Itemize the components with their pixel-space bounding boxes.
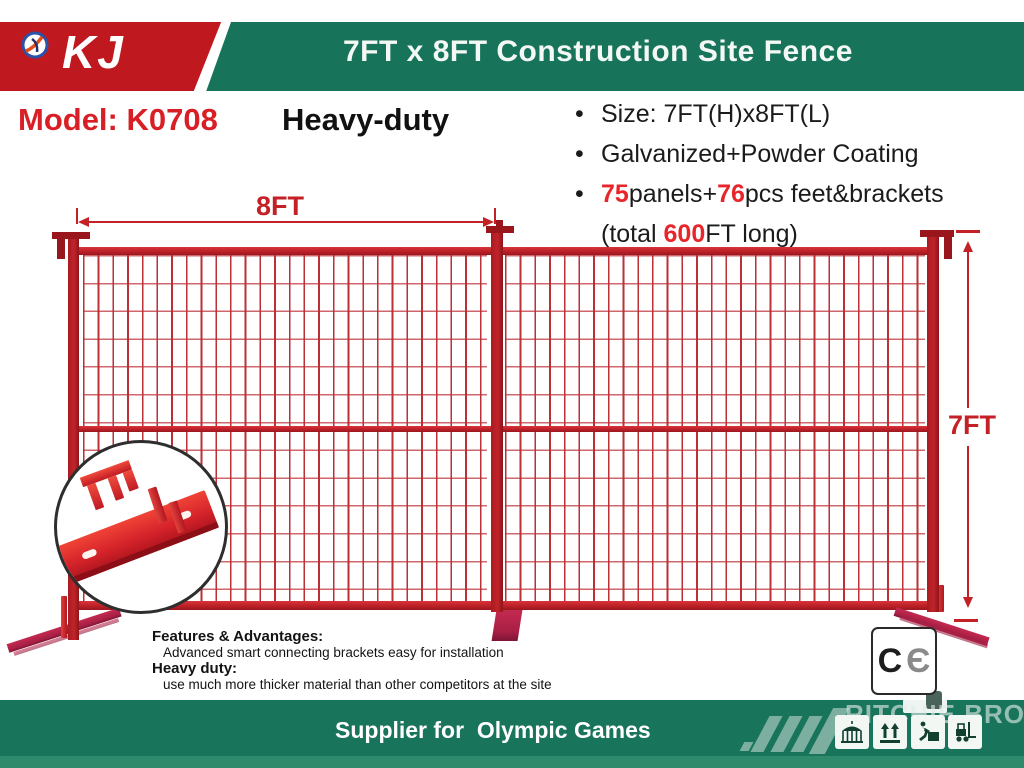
keep-upright-icon	[873, 715, 907, 749]
height-dimension-line	[967, 446, 969, 598]
footer-banner-strip	[0, 756, 1024, 768]
post-cap	[486, 226, 514, 233]
ce-mark: C Є	[871, 627, 937, 695]
dim-tick	[954, 619, 978, 622]
height-dimension-label: 7FT	[946, 410, 999, 441]
features-heading: Features & Advantages:	[152, 628, 324, 645]
connector-bracket	[944, 237, 952, 259]
mid-rail	[79, 426, 493, 432]
post-stub	[496, 220, 503, 228]
brand-logo-icon	[20, 30, 50, 60]
post-cap	[52, 232, 90, 239]
bottom-rail	[79, 601, 493, 610]
width-dimension-line	[84, 221, 488, 223]
post-cap	[920, 230, 954, 237]
spec-size: • Size: 7FT(H)x8FT(L)	[575, 100, 831, 128]
heavy-duty-heading: Heavy duty:	[152, 660, 238, 677]
dim-tick	[76, 208, 78, 224]
spec-list: • Size: 7FT(H)x8FT(L) • Galvanized+Powde…	[575, 100, 1020, 260]
fence-post-middle	[491, 228, 503, 612]
top-rail	[79, 247, 493, 255]
mid-rail	[503, 426, 927, 432]
handling-icon	[911, 715, 945, 749]
ce-letter-c: C	[877, 641, 903, 680]
footer-slogan: Supplier for Olympic Games	[335, 717, 651, 743]
plate-slot	[81, 548, 98, 561]
arrowhead-right	[483, 217, 494, 227]
top-rail	[503, 247, 927, 255]
spec-quantity: • 75 panels+ 76 pcs feet&brackets	[575, 180, 944, 208]
arrowhead-left	[78, 217, 89, 227]
forklift-icon	[948, 715, 982, 749]
arrowhead-down	[963, 597, 973, 608]
canopy-tent-icon	[835, 715, 869, 749]
foot-pin	[937, 585, 944, 612]
bracket-end	[122, 469, 139, 492]
foot-pin	[61, 596, 67, 638]
bottom-rail	[503, 601, 927, 610]
heavy-duty-line: use much more thicker material than othe…	[163, 677, 552, 692]
fence-diagram: 8FT 7F	[6, 191, 999, 656]
dim-tick	[956, 230, 980, 233]
bracket-prong	[86, 482, 105, 511]
foot-detail-inset	[54, 440, 228, 614]
grade-label: Heavy-duty	[282, 102, 450, 137]
bracket-prong	[107, 475, 125, 501]
fence-post-left	[68, 236, 79, 640]
ce-letter-e: Є	[906, 641, 931, 680]
brand-text: KJ	[62, 26, 125, 78]
features-block: Features & Advantages: Advanced smart co…	[152, 629, 552, 693]
page-title: 7FT x 8FT Construction Site Fence	[343, 35, 853, 68]
dim-tick	[494, 208, 496, 224]
features-line: Advanced smart connecting brackets easy …	[163, 645, 504, 660]
title-banner: 7FT x 8FT Construction Site Fence	[206, 22, 1024, 91]
connector-bracket	[57, 239, 65, 259]
spec-coating: • Galvanized+Powder Coating	[575, 140, 919, 168]
height-dimension-line	[967, 250, 969, 408]
arrowhead-up	[963, 241, 973, 252]
fence-post-right	[927, 232, 939, 612]
spec-total-length: (total 600 FT long)	[601, 220, 798, 248]
width-dimension-label: 8FT	[256, 191, 305, 221]
model-label: Model: K0708	[18, 102, 218, 137]
